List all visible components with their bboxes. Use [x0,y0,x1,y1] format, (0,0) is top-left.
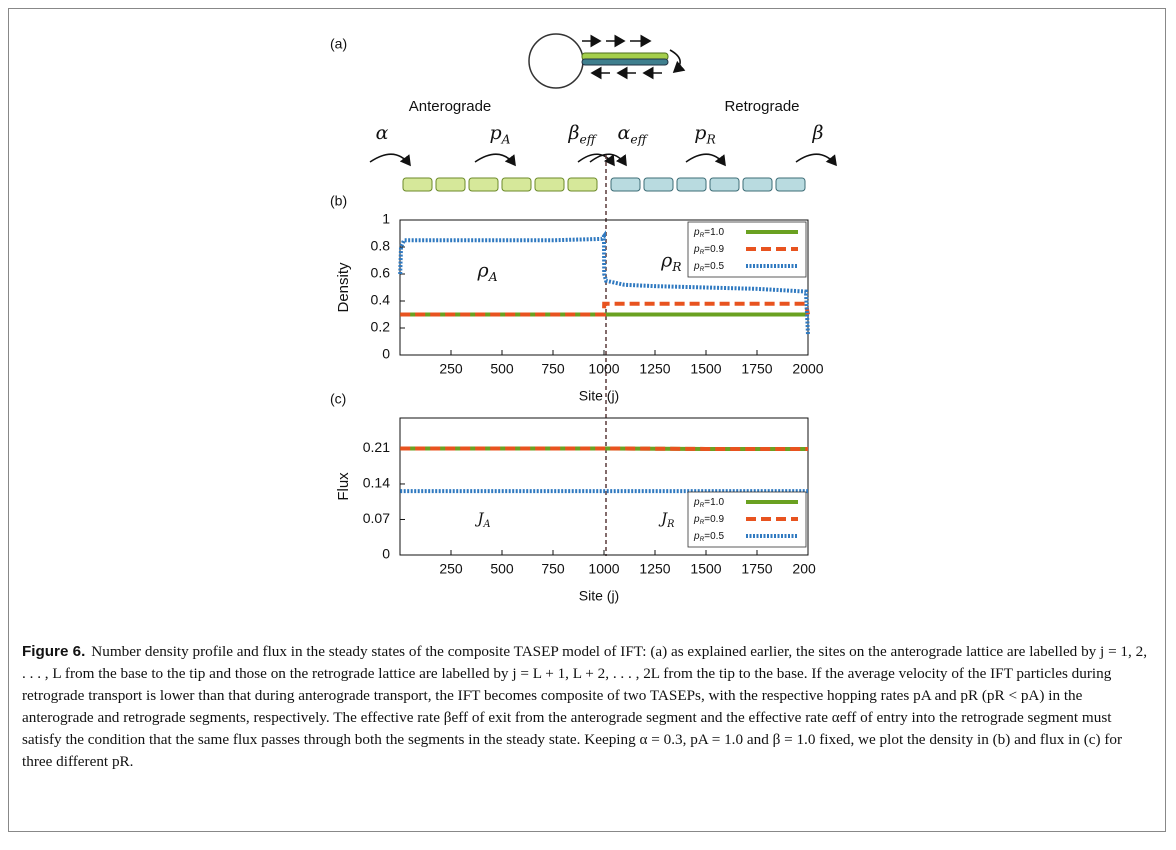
y-tick-label: 0 [382,546,390,562]
y-tick-label: 0.8 [371,238,391,254]
legend-label: pR=0.5 [693,531,724,543]
site [775,177,806,192]
rate-label: αeff [618,122,649,146]
legend-label: pR=1.0 [693,497,724,509]
x-tick-label: 500 [490,561,514,577]
annotation: ρR [660,249,681,273]
cilium-sketch [528,33,686,89]
y-tick-label: 0.14 [363,475,390,491]
rate-label: α [376,122,389,144]
hop-arrows [369,153,837,167]
x-tick-label: 1250 [639,361,670,377]
legend-label: pR=0.9 [693,514,724,526]
annotation: JR [658,509,674,529]
x-tick-label: 500 [490,361,514,377]
rate-label: pA [489,122,510,146]
site [742,177,773,192]
y-tick-label: 0.6 [371,265,391,281]
caption-label: Figure 6. [22,643,86,660]
x-tick-label: 250 [439,361,463,377]
site [402,177,433,192]
site [709,177,740,192]
x-tick-label: 1000 [588,361,619,377]
x-axis-label: Site (j) [579,388,619,404]
panel-label: (a) [330,36,347,52]
y-tick-label: 1 [382,211,390,227]
panel-label: (c) [330,391,346,407]
rate-label: pR [694,122,715,146]
panel-label: (b) [330,193,347,209]
y-axis-label: Flux [335,472,352,501]
site [610,177,641,192]
annotation: ρA [477,259,498,283]
segment-label: Retrograde [724,98,799,115]
annotation: JA [475,509,491,529]
site [534,177,565,192]
y-tick-label: 0.07 [363,510,390,526]
y-tick-label: 0.21 [363,439,390,455]
x-axis-label: Site (j) [579,588,619,604]
series-line [398,230,810,335]
x-tick-label: 750 [541,561,565,577]
x-tick-label: 750 [541,361,565,377]
x-tick-label: 250 [439,561,463,577]
site [567,177,598,192]
site [676,177,707,192]
x-tick-label: 1750 [741,561,772,577]
x-tick-label: 1000 [588,561,619,577]
legend-label: pR=0.5 [693,261,724,273]
segment-label: Anterograde [409,98,492,115]
x-tick-label: 1500 [690,361,721,377]
figure: (a) Anterograde Retrograde α pA βeff αeff pR… [330,33,837,604]
x-tick-label: 2000 [792,561,823,577]
x-tick-label: 1750 [741,361,772,377]
caption: Figure 6. Number density profile and flux… [22,641,1152,773]
x-tick-label: 1500 [690,561,721,577]
y-tick-label: 0.4 [371,292,391,308]
site [501,177,532,192]
legend-label: pR=0.9 [693,244,724,256]
lattice [402,177,806,192]
site [468,177,499,192]
site [435,177,466,192]
y-tick-label: 0.2 [371,319,391,335]
site [643,177,674,192]
x-tick-label: 1250 [639,561,670,577]
rate-label: β [812,122,824,144]
y-axis-label: Density [335,262,352,313]
x-tick-label: 2000 [792,361,823,377]
caption-text: Number density profile and flux in the s… [22,643,1148,770]
y-tick-label: 0 [382,346,390,362]
series-line [400,446,808,451]
chart: (c) 0 0.07 0.14 0.21 250 500 750 1000 1250 1500 175… [330,391,823,604]
figure-frame [8,8,1166,832]
legend-label: pR=1.0 [693,227,724,239]
rate-label: βeff [567,122,597,146]
